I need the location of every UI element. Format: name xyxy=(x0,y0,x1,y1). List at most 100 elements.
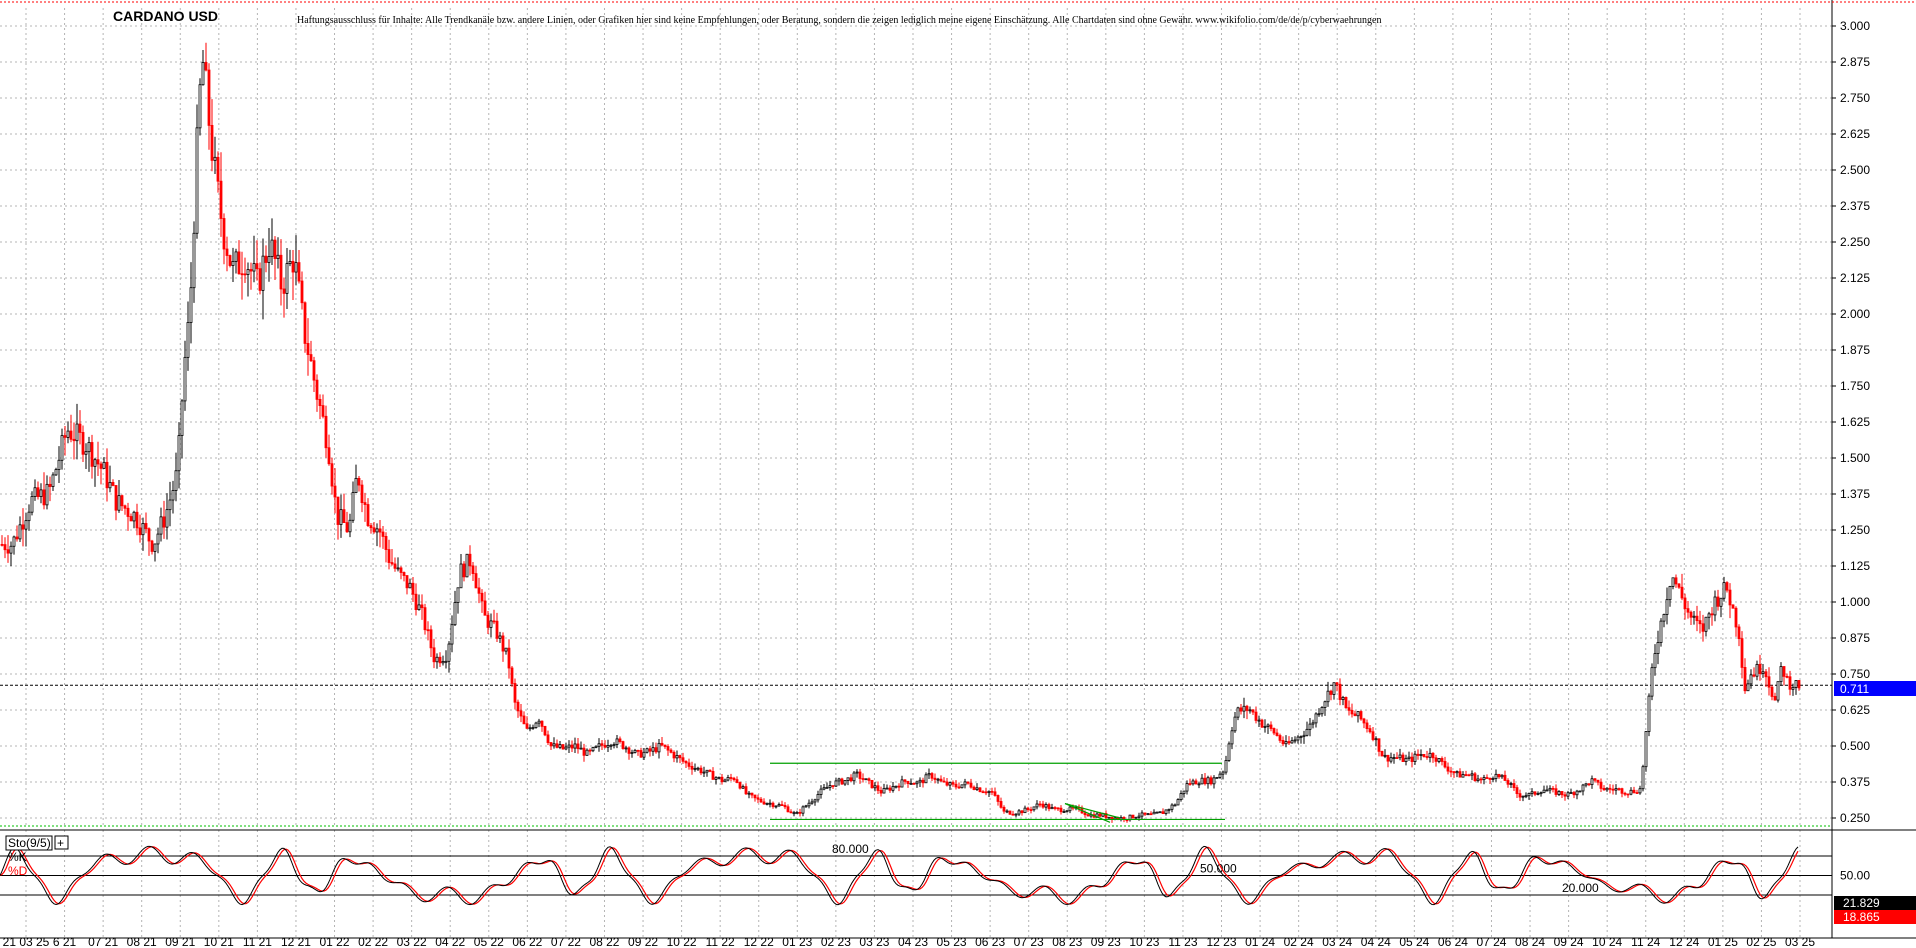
candle-up xyxy=(1524,795,1528,798)
legend-k: %K xyxy=(8,850,27,864)
candle-up xyxy=(1722,582,1726,599)
price-tick-label: 0.500 xyxy=(1840,739,1870,753)
candle-down xyxy=(1737,626,1741,640)
candle-up xyxy=(1761,671,1765,674)
candle-up xyxy=(132,511,136,522)
candle-up xyxy=(246,269,250,275)
candle-down xyxy=(1365,722,1369,729)
x-tick-label: 02 25 xyxy=(1746,935,1776,948)
candle-down xyxy=(1680,586,1684,599)
candle-up xyxy=(1299,736,1303,738)
candle-down xyxy=(942,780,946,783)
candle-down xyxy=(1773,696,1777,701)
expand-panel-button[interactable] xyxy=(54,835,69,850)
candle-up xyxy=(408,582,412,589)
candle-down xyxy=(297,262,301,282)
candle-down xyxy=(486,614,490,628)
plus-icon[interactable]: + xyxy=(57,836,64,850)
price-tick-label: 1.875 xyxy=(1840,343,1870,357)
candle-down xyxy=(1086,814,1090,817)
candle-up xyxy=(1167,808,1171,811)
candle-up xyxy=(531,727,535,729)
candle-up xyxy=(84,451,88,455)
candle-down xyxy=(21,524,25,530)
candle-down xyxy=(150,540,154,552)
candle-up xyxy=(1641,766,1645,790)
candle-up xyxy=(1419,754,1423,756)
candle-up xyxy=(1437,758,1441,762)
candle-down xyxy=(867,778,871,781)
candle-down xyxy=(1473,773,1477,782)
candle-up xyxy=(1707,613,1711,618)
candle-up xyxy=(1392,757,1396,759)
candle-up xyxy=(1152,811,1156,815)
candle-up xyxy=(1233,716,1237,732)
candle-up xyxy=(873,785,877,789)
candle-down xyxy=(1239,707,1243,712)
candle-down xyxy=(399,567,403,573)
x-tick-label: 07 21 xyxy=(88,935,118,948)
candle-up xyxy=(1284,741,1288,745)
candle-up xyxy=(918,779,922,783)
candle-down xyxy=(1443,761,1447,768)
candle-down xyxy=(780,804,784,806)
candle-down xyxy=(1395,757,1399,759)
x-tick-label: 10 21 xyxy=(204,935,234,948)
candle-down xyxy=(1686,608,1690,613)
candle-down xyxy=(786,806,790,813)
candle-down xyxy=(912,782,916,785)
candle-up xyxy=(1509,783,1513,785)
candle-down xyxy=(363,502,367,505)
candle-up xyxy=(1320,707,1324,715)
candle-up xyxy=(60,435,64,461)
candle-up xyxy=(1140,812,1144,817)
candle-down xyxy=(1410,756,1414,762)
candle-down xyxy=(1518,793,1522,798)
candle-down xyxy=(1131,814,1135,819)
candle-up xyxy=(591,747,595,752)
candle-down xyxy=(1611,788,1615,791)
x-tick-label: 02 22 xyxy=(358,935,388,948)
candle-down xyxy=(1386,754,1390,762)
candle-up xyxy=(1671,577,1675,587)
x-tick-label: 02 24 xyxy=(1284,935,1314,948)
candle-down xyxy=(414,593,418,611)
candle-down xyxy=(468,553,472,567)
candle-down xyxy=(48,483,52,487)
candle-down xyxy=(1056,807,1060,810)
candle-up xyxy=(1605,787,1609,791)
candle-up xyxy=(1569,792,1573,794)
candle-up xyxy=(1263,726,1267,728)
candle-up xyxy=(1521,795,1525,798)
candle-up xyxy=(1746,683,1750,692)
candle-up xyxy=(606,745,610,748)
candle-down xyxy=(888,787,892,791)
price-tick-label: 1.750 xyxy=(1840,379,1870,393)
candle-up xyxy=(1191,780,1195,785)
candle-up xyxy=(768,802,772,805)
candle-up xyxy=(1179,793,1183,800)
candle-up xyxy=(33,487,37,497)
candle-up xyxy=(741,786,745,789)
candle-up xyxy=(1461,774,1465,778)
candle-down xyxy=(1272,728,1276,734)
candle-down xyxy=(1377,738,1381,752)
candle-up xyxy=(117,495,121,511)
candle-down xyxy=(1053,807,1057,809)
candle-up xyxy=(1212,777,1216,785)
candle-down xyxy=(6,549,10,554)
candle-down xyxy=(1479,778,1483,781)
candle-down xyxy=(1338,683,1342,700)
candle-down xyxy=(660,742,664,746)
candle-up xyxy=(948,782,952,786)
candle-down xyxy=(849,777,853,782)
candle-up xyxy=(1527,792,1531,797)
price-tick-label: 2.375 xyxy=(1840,199,1870,213)
candle-down xyxy=(951,782,955,785)
candle-down xyxy=(330,463,334,487)
candle-up xyxy=(45,483,49,506)
candle-up xyxy=(27,511,31,522)
candle-up xyxy=(1236,707,1240,718)
price-tick-label: 1.625 xyxy=(1840,415,1870,429)
x-tick-label: 10 22 xyxy=(667,935,697,948)
